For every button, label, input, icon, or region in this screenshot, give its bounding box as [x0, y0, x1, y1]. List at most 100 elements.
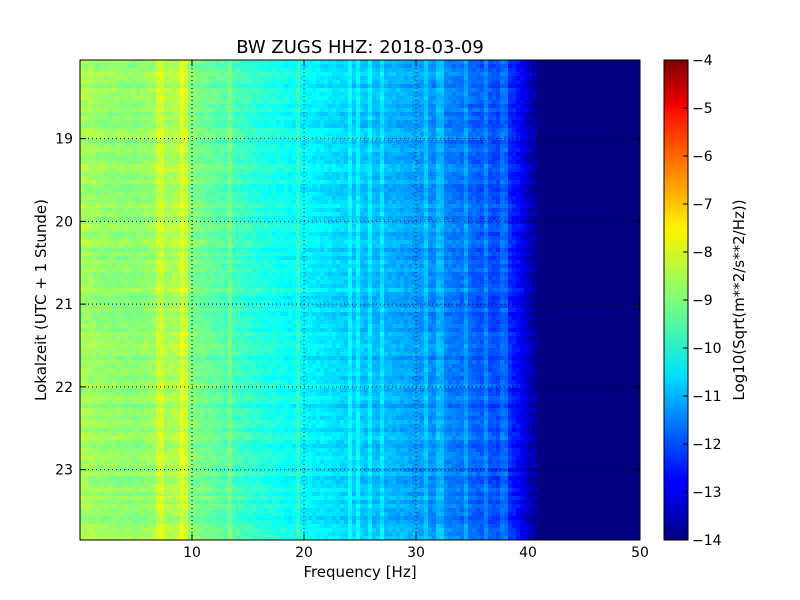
- spectrogram-cell: [520, 196, 525, 201]
- spectrogram-cell: [440, 76, 445, 81]
- spectrogram-cell: [524, 128, 529, 133]
- spectrogram-cell: [512, 112, 517, 117]
- spectrogram-cell: [556, 184, 561, 189]
- spectrogram-cell: [300, 88, 305, 93]
- spectrogram-cell: [156, 104, 161, 109]
- spectrogram-cell: [80, 188, 85, 193]
- spectrogram-cell: [220, 128, 225, 133]
- spectrogram-cell: [176, 88, 181, 93]
- spectrogram-cell: [332, 132, 337, 137]
- spectrogram-cell: [636, 88, 640, 93]
- spectrogram-cell: [612, 116, 617, 121]
- spectrogram-cell: [296, 196, 301, 201]
- spectrogram-cell: [508, 68, 513, 73]
- spectrogram-cell: [140, 64, 145, 69]
- spectrogram-cell: [468, 88, 473, 93]
- spectrogram-cell: [316, 184, 321, 189]
- spectrogram-cell: [176, 80, 181, 85]
- spectrogram-cell: [432, 84, 437, 89]
- spectrogram-cell: [364, 192, 369, 197]
- spectrogram-cell: [360, 176, 365, 181]
- spectrogram-cell: [188, 152, 193, 157]
- spectrogram-cell: [168, 64, 173, 69]
- spectrogram-cell: [604, 164, 609, 169]
- spectrogram-cell: [272, 60, 277, 65]
- spectrogram-cell: [560, 84, 565, 89]
- spectrogram-cell: [588, 120, 593, 125]
- spectrogram-cell: [432, 200, 437, 205]
- spectrogram-cell: [108, 128, 113, 133]
- spectrogram-cell: [92, 64, 97, 69]
- spectrogram-cell: [244, 116, 249, 121]
- spectrogram-cell: [228, 196, 233, 201]
- spectrogram-cell: [356, 140, 361, 145]
- spectrogram-cell: [440, 68, 445, 73]
- spectrogram-cell: [620, 168, 625, 173]
- spectrogram-cell: [364, 80, 369, 85]
- spectrogram-cell: [292, 184, 297, 189]
- spectrogram-cell: [240, 92, 245, 97]
- spectrogram-cell: [132, 160, 137, 165]
- spectrogram-cell: [232, 104, 237, 109]
- spectrogram-cell: [636, 104, 640, 109]
- spectrogram-cell: [180, 92, 185, 97]
- spectrogram-cell: [324, 124, 329, 129]
- spectrogram-cell: [496, 144, 501, 149]
- spectrogram-cell: [168, 188, 173, 193]
- spectrogram-cell: [632, 116, 637, 121]
- spectrogram-cell: [616, 164, 621, 169]
- spectrogram-cell: [132, 148, 137, 153]
- spectrogram-cell: [424, 108, 429, 113]
- spectrogram-cell: [324, 132, 329, 137]
- spectrogram-cell: [348, 168, 353, 173]
- spectrogram-cell: [176, 188, 181, 193]
- spectrogram-cell: [252, 160, 257, 165]
- spectrogram-cell: [308, 64, 313, 69]
- spectrogram-cell: [524, 152, 529, 157]
- spectrogram-cell: [244, 168, 249, 173]
- spectrogram-cell: [232, 192, 237, 197]
- spectrogram-cell: [204, 148, 209, 153]
- spectrogram-cell: [164, 192, 169, 197]
- spectrogram-cell: [284, 176, 289, 181]
- spectrogram-cell: [300, 136, 305, 141]
- spectrogram-cell: [620, 68, 625, 73]
- spectrogram-cell: [564, 128, 569, 133]
- spectrogram-cell: [380, 188, 385, 193]
- spectrogram-cell: [596, 148, 601, 153]
- spectrogram-cell: [168, 164, 173, 169]
- spectrogram-cell: [264, 200, 269, 205]
- spectrogram-cell: [392, 160, 397, 165]
- spectrogram-cell: [488, 128, 493, 133]
- spectrogram-cell: [328, 96, 333, 101]
- spectrogram-cell: [228, 88, 233, 93]
- spectrogram-cell: [348, 148, 353, 153]
- spectrogram-cell: [84, 128, 89, 133]
- spectrogram-cell: [528, 76, 533, 81]
- spectrogram-cell: [452, 92, 457, 97]
- spectrogram-cell: [356, 148, 361, 153]
- spectrogram-cell: [600, 104, 605, 109]
- spectrogram-cell: [192, 192, 197, 197]
- spectrogram-cell: [460, 100, 465, 105]
- spectrogram-cell: [104, 132, 109, 137]
- spectrogram-cell: [404, 136, 409, 141]
- spectrogram-cell: [452, 100, 457, 105]
- spectrogram-cell: [348, 132, 353, 137]
- spectrogram-cell: [576, 104, 581, 109]
- spectrogram-cell: [488, 76, 493, 81]
- spectrogram-cell: [192, 60, 197, 65]
- spectrogram-cell: [492, 140, 497, 145]
- spectrogram-cell: [188, 76, 193, 81]
- spectrogram-cell: [352, 144, 357, 149]
- spectrogram-cell: [440, 196, 445, 201]
- spectrogram-cell: [308, 172, 313, 177]
- spectrogram-cell: [376, 188, 381, 193]
- spectrogram-cell: [180, 88, 185, 93]
- spectrogram-cell: [396, 116, 401, 121]
- spectrogram-cell: [436, 200, 441, 205]
- spectrogram-cell: [428, 112, 433, 117]
- spectrogram-cell: [296, 176, 301, 181]
- spectrogram-cell: [344, 68, 349, 73]
- spectrogram-cell: [576, 132, 581, 137]
